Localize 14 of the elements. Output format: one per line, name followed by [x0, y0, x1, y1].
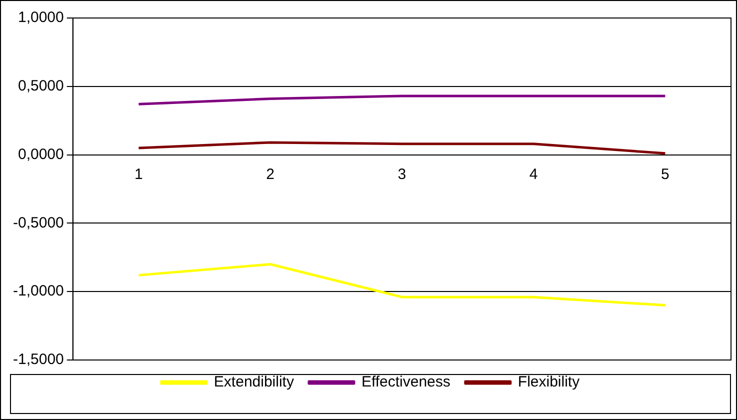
legend-label: Flexibility — [518, 374, 580, 391]
y-tick-label: -0,5000 — [13, 214, 64, 232]
x-tick-label: 3 — [398, 166, 406, 183]
x-tick-label: 5 — [661, 166, 670, 183]
x-tick-label: 4 — [529, 166, 538, 183]
x-tick-label: 1 — [134, 166, 143, 183]
legend-label: Extendibility — [214, 374, 294, 391]
y-tick-label: 0,0000 — [18, 146, 64, 163]
legend-label: Effectiveness — [361, 374, 450, 391]
y-tick-label: -1,0000 — [13, 282, 64, 300]
y-tick-label: 0,5000 — [18, 78, 64, 95]
y-tick-label: 1,0000 — [18, 9, 64, 26]
y-tick-label: -1,5000 — [13, 351, 64, 368]
x-tick-label: 2 — [266, 166, 274, 183]
